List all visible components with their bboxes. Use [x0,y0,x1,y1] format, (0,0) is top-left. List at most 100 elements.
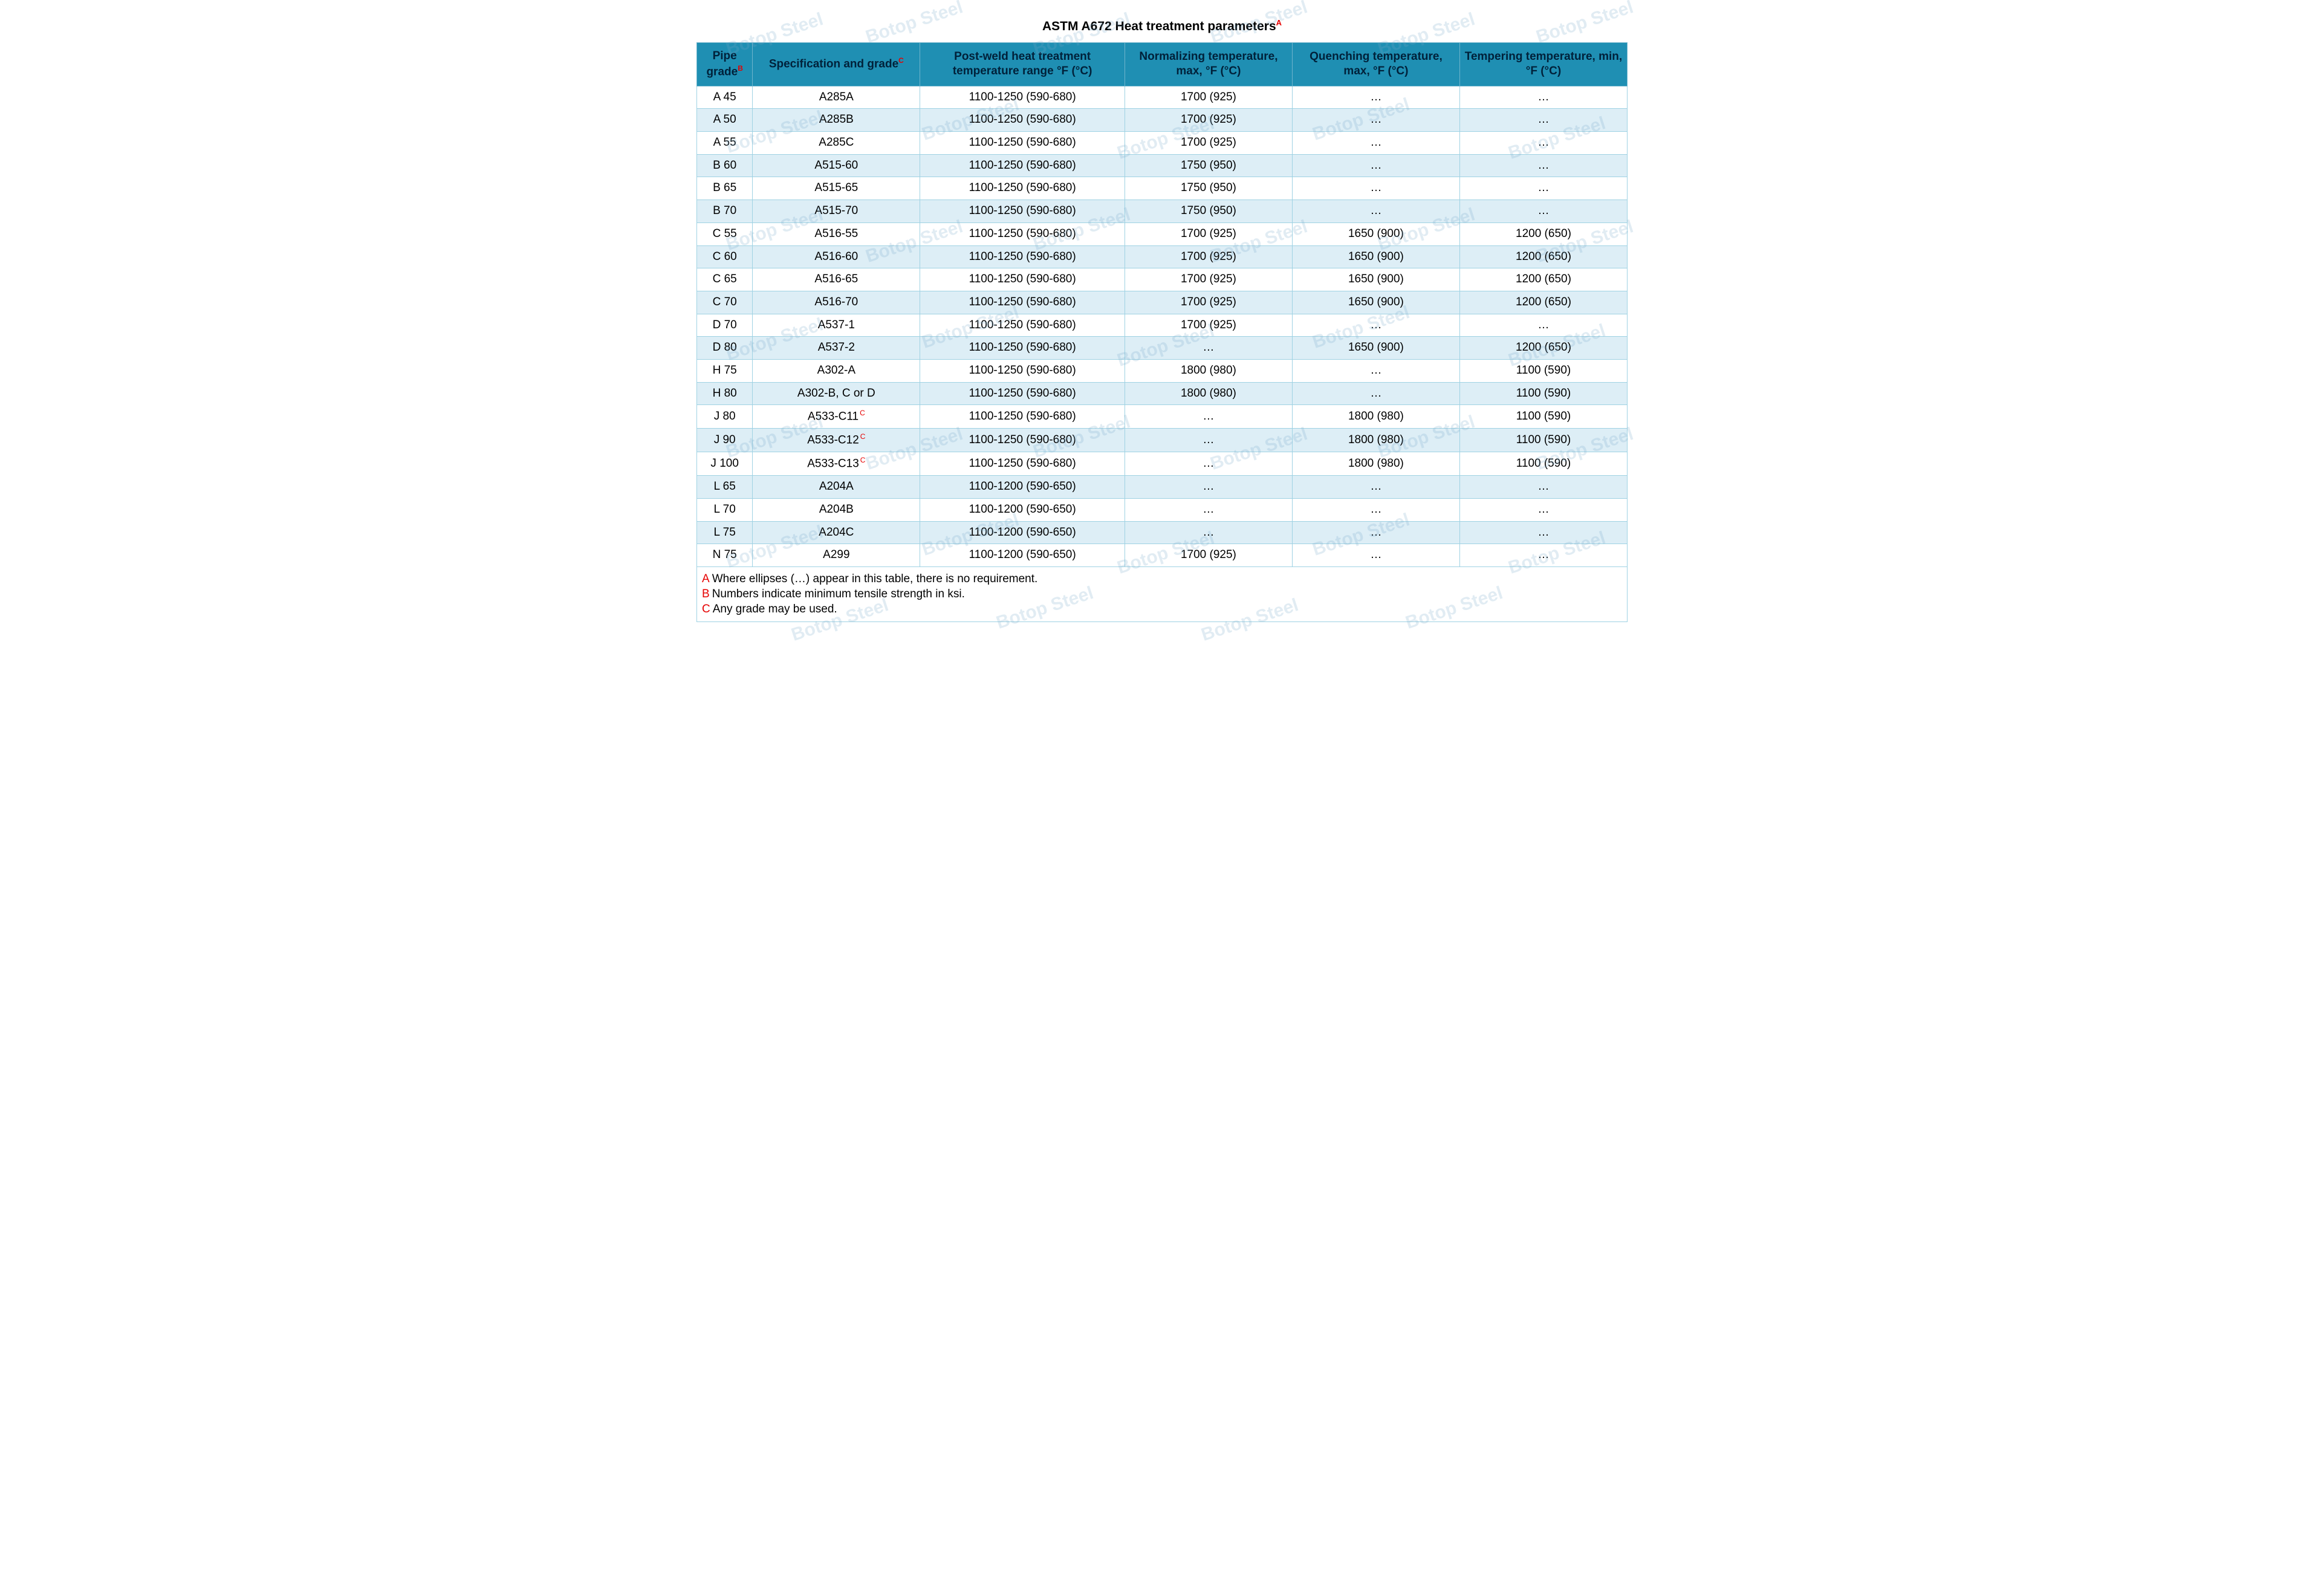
cell-grade: A 50 [697,109,753,132]
cell-tempering: … [1459,132,1627,155]
col-label: Specification and grade [769,58,898,71]
cell-spec: A533-C12C [753,429,920,452]
cell-spec: A516-65 [753,268,920,291]
cell-grade: L 65 [697,476,753,499]
cell-spec: A515-60 [753,154,920,177]
cell-pwht: 1100-1200 (590-650) [920,476,1125,499]
table-row: D 80A537-21100-1250 (590-680)…1650 (900)… [697,337,1628,360]
cell-quenching: … [1292,382,1459,405]
cell-normalizing: 1750 (950) [1125,154,1292,177]
cell-tempering: 1100 (590) [1459,452,1627,476]
cell-tempering: 1100 (590) [1459,359,1627,382]
cell-tempering: … [1459,154,1627,177]
cell-grade: A 55 [697,132,753,155]
footnote-text: Numbers indicate minimum tensile strengt… [712,588,965,600]
table-row: C 60A516-601100-1250 (590-680)1700 (925)… [697,245,1628,268]
cell-quenching: 1800 (980) [1292,452,1459,476]
cell-quenching: … [1292,314,1459,337]
col-label: Pipe grade [706,50,738,78]
footnote: BNumbers indicate minimum tensile streng… [702,587,1621,602]
cell-spec: A302-A [753,359,920,382]
table-row: B 70A515-701100-1250 (590-680)1750 (950)… [697,200,1628,223]
cell-pwht: 1100-1250 (590-680) [920,132,1125,155]
cell-grade: H 80 [697,382,753,405]
cell-grade: C 65 [697,268,753,291]
cell-quenching: … [1292,359,1459,382]
cell-pwht: 1100-1250 (590-680) [920,200,1125,223]
table-row: D 70A537-11100-1250 (590-680)1700 (925)…… [697,314,1628,337]
cell-normalizing: … [1125,405,1292,429]
table-row: B 60A515-601100-1250 (590-680)1750 (950)… [697,154,1628,177]
cell-normalizing: 1700 (925) [1125,245,1292,268]
cell-quenching: … [1292,86,1459,109]
footnotes-cell: AWhere ellipses (…) appear in this table… [697,567,1628,622]
cell-grade: A 45 [697,86,753,109]
cell-spec: A537-2 [753,337,920,360]
cell-tempering: … [1459,521,1627,544]
cell-pwht: 1100-1250 (590-680) [920,177,1125,200]
cell-tempering: 1200 (650) [1459,245,1627,268]
cell-quenching: 1800 (980) [1292,405,1459,429]
cell-spec: A516-55 [753,222,920,245]
cell-grade: N 75 [697,544,753,567]
cell-pwht: 1100-1250 (590-680) [920,291,1125,314]
cell-spec: A516-70 [753,291,920,314]
cell-normalizing: 1750 (950) [1125,200,1292,223]
cell-quenching: … [1292,499,1459,522]
cell-spec: A204B [753,499,920,522]
cell-normalizing: … [1125,452,1292,476]
cell-pwht: 1100-1250 (590-680) [920,359,1125,382]
cell-normalizing: 1700 (925) [1125,291,1292,314]
cell-normalizing: … [1125,521,1292,544]
table-row: B 65A515-651100-1250 (590-680)1750 (950)… [697,177,1628,200]
cell-normalizing: 1800 (980) [1125,382,1292,405]
cell-normalizing: … [1125,337,1292,360]
cell-quenching: … [1292,132,1459,155]
cell-quenching: … [1292,521,1459,544]
table-row: L 70A204B1100-1200 (590-650)……… [697,499,1628,522]
table-row: H 80A302-B, C or D1100-1250 (590-680)180… [697,382,1628,405]
cell-tempering: 1200 (650) [1459,291,1627,314]
cell-grade: C 70 [697,291,753,314]
cell-grade: L 75 [697,521,753,544]
footnote: CAny grade may be used. [702,602,1621,617]
table-container: ASTM A672 Heat treatment parametersA Pip… [696,12,1628,622]
col-spec-grade: Specification and gradeC [753,43,920,86]
cell-tempering: … [1459,200,1627,223]
col-pwht: Post-weld heat treatment temperature ran… [920,43,1125,86]
footnote-text: Any grade may be used. [713,603,837,615]
cell-pwht: 1100-1250 (590-680) [920,245,1125,268]
col-normalizing: Normalizing temperature, max, °F (°C) [1125,43,1292,86]
cell-quenching: 1650 (900) [1292,291,1459,314]
cell-tempering: 1100 (590) [1459,405,1627,429]
cell-normalizing: 1700 (925) [1125,86,1292,109]
cell-normalizing: 1750 (950) [1125,177,1292,200]
table-row: N 75A2991100-1200 (590-650)1700 (925)…… [697,544,1628,567]
table-row: L 75A204C1100-1200 (590-650)……… [697,521,1628,544]
cell-tempering: … [1459,86,1627,109]
table-row: J 100A533-C13C1100-1250 (590-680)…1800 (… [697,452,1628,476]
heat-treatment-table: Pipe gradeB Specification and gradeC Pos… [696,42,1628,622]
cell-quenching: … [1292,109,1459,132]
cell-pwht: 1100-1250 (590-680) [920,222,1125,245]
table-row: J 80A533-C11C1100-1250 (590-680)…1800 (9… [697,405,1628,429]
cell-grade: C 60 [697,245,753,268]
cell-spec: A516-60 [753,245,920,268]
cell-spec: A515-70 [753,200,920,223]
cell-tempering: 1200 (650) [1459,222,1627,245]
cell-tempering: 1200 (650) [1459,268,1627,291]
cell-pwht: 1100-1200 (590-650) [920,499,1125,522]
cell-normalizing: 1700 (925) [1125,222,1292,245]
cell-normalizing: 1800 (980) [1125,359,1292,382]
cell-spec: A537-1 [753,314,920,337]
cell-quenching: 1800 (980) [1292,429,1459,452]
table-row: C 65A516-651100-1250 (590-680)1700 (925)… [697,268,1628,291]
cell-pwht: 1100-1250 (590-680) [920,154,1125,177]
cell-tempering: … [1459,499,1627,522]
cell-grade: B 60 [697,154,753,177]
col-quenching: Quenching temperature, max, °F (°C) [1292,43,1459,86]
cell-grade: D 80 [697,337,753,360]
table-row: A 55A285C1100-1250 (590-680)1700 (925)…… [697,132,1628,155]
cell-normalizing: 1700 (925) [1125,268,1292,291]
cell-pwht: 1100-1250 (590-680) [920,109,1125,132]
